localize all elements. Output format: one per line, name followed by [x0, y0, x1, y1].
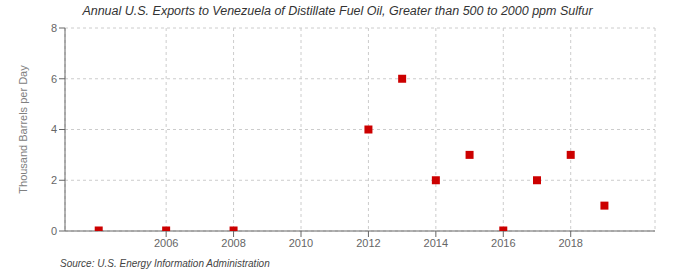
html-text:Source: U.S. Energy Informatio: Source: U.S. Energy Information Administ… — [60, 258, 270, 269]
svg-text:0: 0 — [51, 225, 57, 237]
svg-text:2018: 2018 — [558, 237, 582, 249]
svg-text:4: 4 — [51, 123, 57, 135]
svg-text:2008: 2008 — [221, 237, 245, 249]
html-text:Annual U.S. Exports to Venezue: Annual U.S. Exports to Venezuela of Dist… — [82, 4, 593, 18]
svg-text:2010: 2010 — [289, 237, 313, 249]
svg-text:Thousand Barrels per Day: Thousand Barrels per Day — [17, 65, 29, 194]
svg-text:2014: 2014 — [424, 237, 448, 249]
svg-text:2: 2 — [51, 174, 57, 186]
svg-text:8: 8 — [51, 22, 57, 34]
svg-text:2016: 2016 — [491, 237, 515, 249]
svg-text:2012: 2012 — [356, 237, 380, 249]
svg-text:2006: 2006 — [154, 237, 178, 249]
svg-text:6: 6 — [51, 73, 57, 85]
